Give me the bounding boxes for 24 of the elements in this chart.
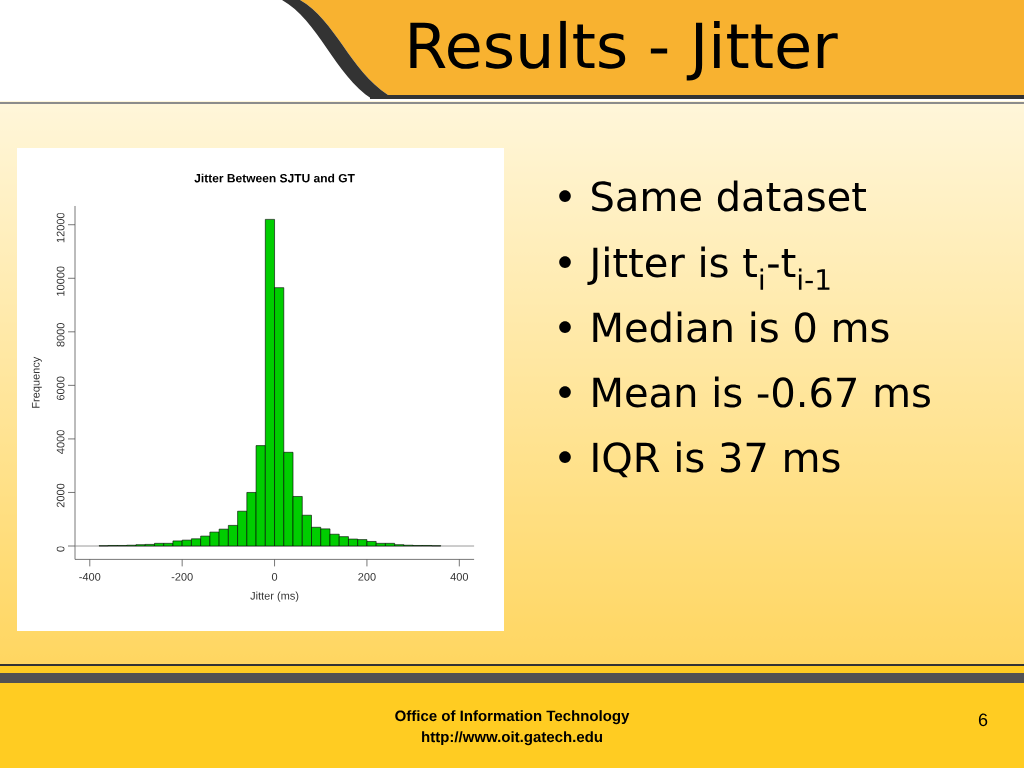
y-axis-title: Frequency bbox=[31, 356, 42, 408]
y-tick-label: 4000 bbox=[56, 430, 65, 454]
x-axis-title: Jitter (ms) bbox=[250, 591, 299, 602]
text: • Mean is -0.67 ms bbox=[559, 376, 930, 408]
text: • Jitter is t$_{i}$-t$_{i-1}$ bbox=[559, 246, 830, 290]
x-tick-label: 0 bbox=[271, 572, 278, 581]
text: 6 bbox=[978, 713, 988, 727]
chart-title: Jitter Between SJTU and GT bbox=[194, 173, 355, 183]
text: http://www.oit.gatech.edu bbox=[422, 731, 603, 746]
text: Results - Jitter bbox=[410, 20, 838, 81]
y-tick-label: 8000 bbox=[56, 323, 65, 347]
x-tick-label: -400 bbox=[79, 572, 101, 581]
text: • IQR is 37 ms bbox=[559, 441, 840, 478]
text: Office of Information Technology bbox=[395, 710, 630, 725]
x-tick-label: 400 bbox=[450, 572, 469, 581]
y-tick-label: 6000 bbox=[56, 376, 65, 401]
y-tick-label: 12000 bbox=[56, 212, 65, 243]
x-tick-label: 200 bbox=[358, 572, 376, 581]
x-tick-label: -200 bbox=[171, 572, 193, 581]
text: • Median is 0 ms bbox=[559, 311, 889, 343]
y-tick-label: 0 bbox=[56, 546, 65, 552]
y-tick-label: 2000 bbox=[56, 483, 65, 508]
y-tick-label: 10000 bbox=[56, 266, 65, 296]
text: • Same dataset bbox=[559, 180, 866, 212]
